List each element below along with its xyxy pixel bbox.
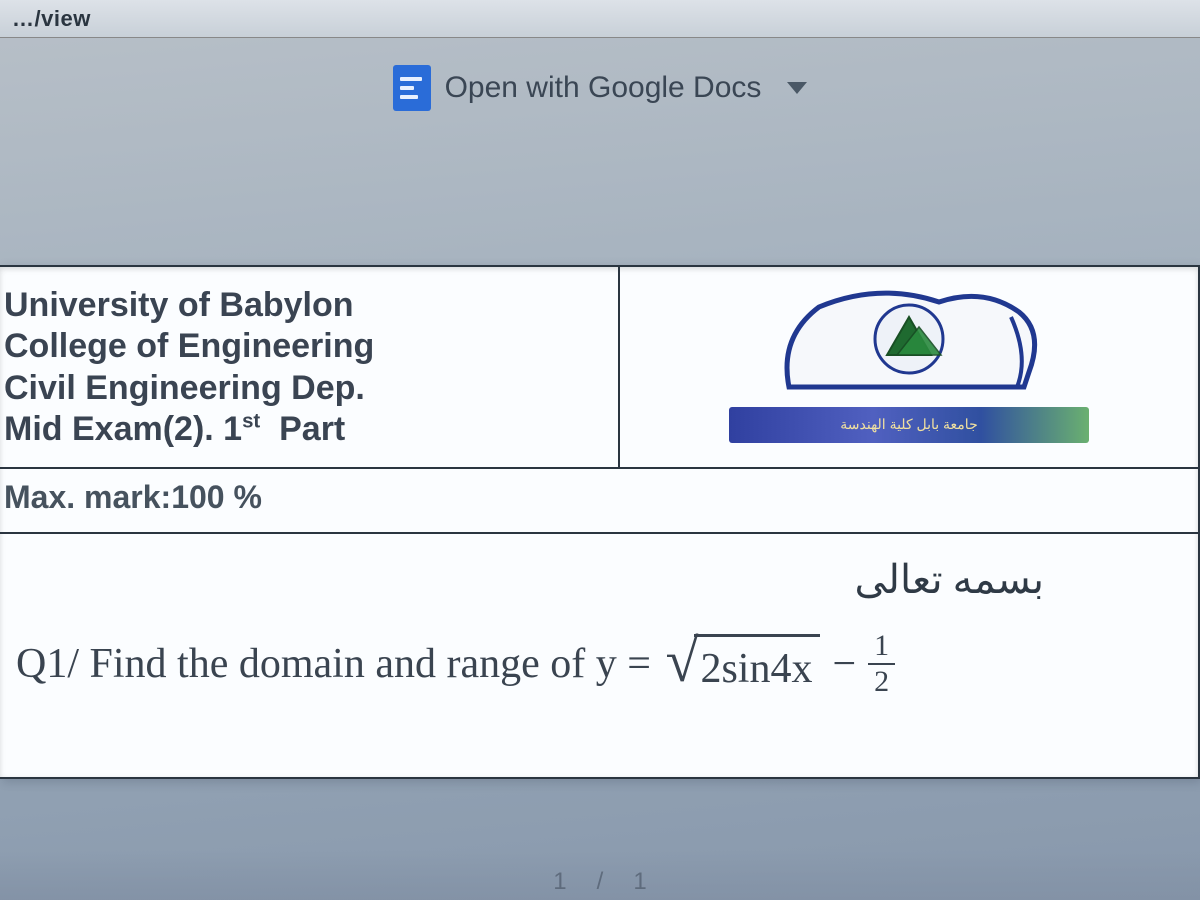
max-mark-row: Max. mark:100 % xyxy=(0,469,1198,534)
square-root: √ 2sin4x xyxy=(666,634,821,693)
ordinal-superscript: st xyxy=(242,411,260,433)
open-with-toolbar: Open with Google Docs xyxy=(0,38,1200,138)
fraction-numerator: 1 xyxy=(868,631,895,665)
logo-banner-text: جامعة بابل كلية الهندسة xyxy=(840,416,977,433)
radical-sign-icon: √ xyxy=(666,640,699,699)
question-1: Q1/ Find the domain and range of y = √ 2… xyxy=(16,631,1174,697)
document-body: بسمه تعالى Q1/ Find the domain and range… xyxy=(0,534,1198,777)
url-fragment: …/view xyxy=(12,6,91,32)
university-logo: جامعة بابل كلية الهندسة xyxy=(729,277,1089,457)
chevron-down-icon xyxy=(787,82,807,94)
question-math: √ 2sin4x − 1 2 xyxy=(664,631,896,697)
fraction-one-half: 1 2 xyxy=(868,631,895,697)
header-line-4: Mid Exam(2). 1st Part xyxy=(4,409,606,450)
page-current: 1 xyxy=(553,868,566,896)
open-with-google-docs-button[interactable]: Open with Google Docs xyxy=(375,57,826,119)
browser-url-bar: …/view xyxy=(0,0,1200,38)
radicand: 2sin4x xyxy=(694,634,820,693)
logo-lion-shape-icon xyxy=(769,277,1049,407)
logo-banner: جامعة بابل كلية الهندسة xyxy=(729,407,1089,443)
max-mark-text: Max. mark:100 % xyxy=(4,479,262,515)
question-text: Q1/ Find the domain and range of y = xyxy=(16,640,651,688)
header-line-1: University of Babylon xyxy=(4,285,606,326)
page-controls[interactable]: 1 / 1 xyxy=(553,868,646,896)
minus-sign: − xyxy=(832,640,856,688)
google-docs-icon xyxy=(393,65,431,111)
header-row: University of Babylon College of Enginee… xyxy=(0,267,1198,469)
header-text-cell: University of Babylon College of Enginee… xyxy=(0,267,620,467)
header-logo-cell: جامعة بابل كلية الهندسة xyxy=(620,267,1198,467)
open-with-label: Open with Google Docs xyxy=(445,71,762,105)
header-line-2: College of Engineering xyxy=(4,326,606,367)
fraction-denominator: 2 xyxy=(868,665,895,697)
header-line-3: Civil Engineering Dep. xyxy=(4,368,606,409)
page-separator: / xyxy=(597,868,604,896)
page-total: 1 xyxy=(633,868,646,896)
bismillah-text: بسمه تعالى xyxy=(16,556,1174,603)
document-page: University of Babylon College of Enginee… xyxy=(0,265,1200,779)
